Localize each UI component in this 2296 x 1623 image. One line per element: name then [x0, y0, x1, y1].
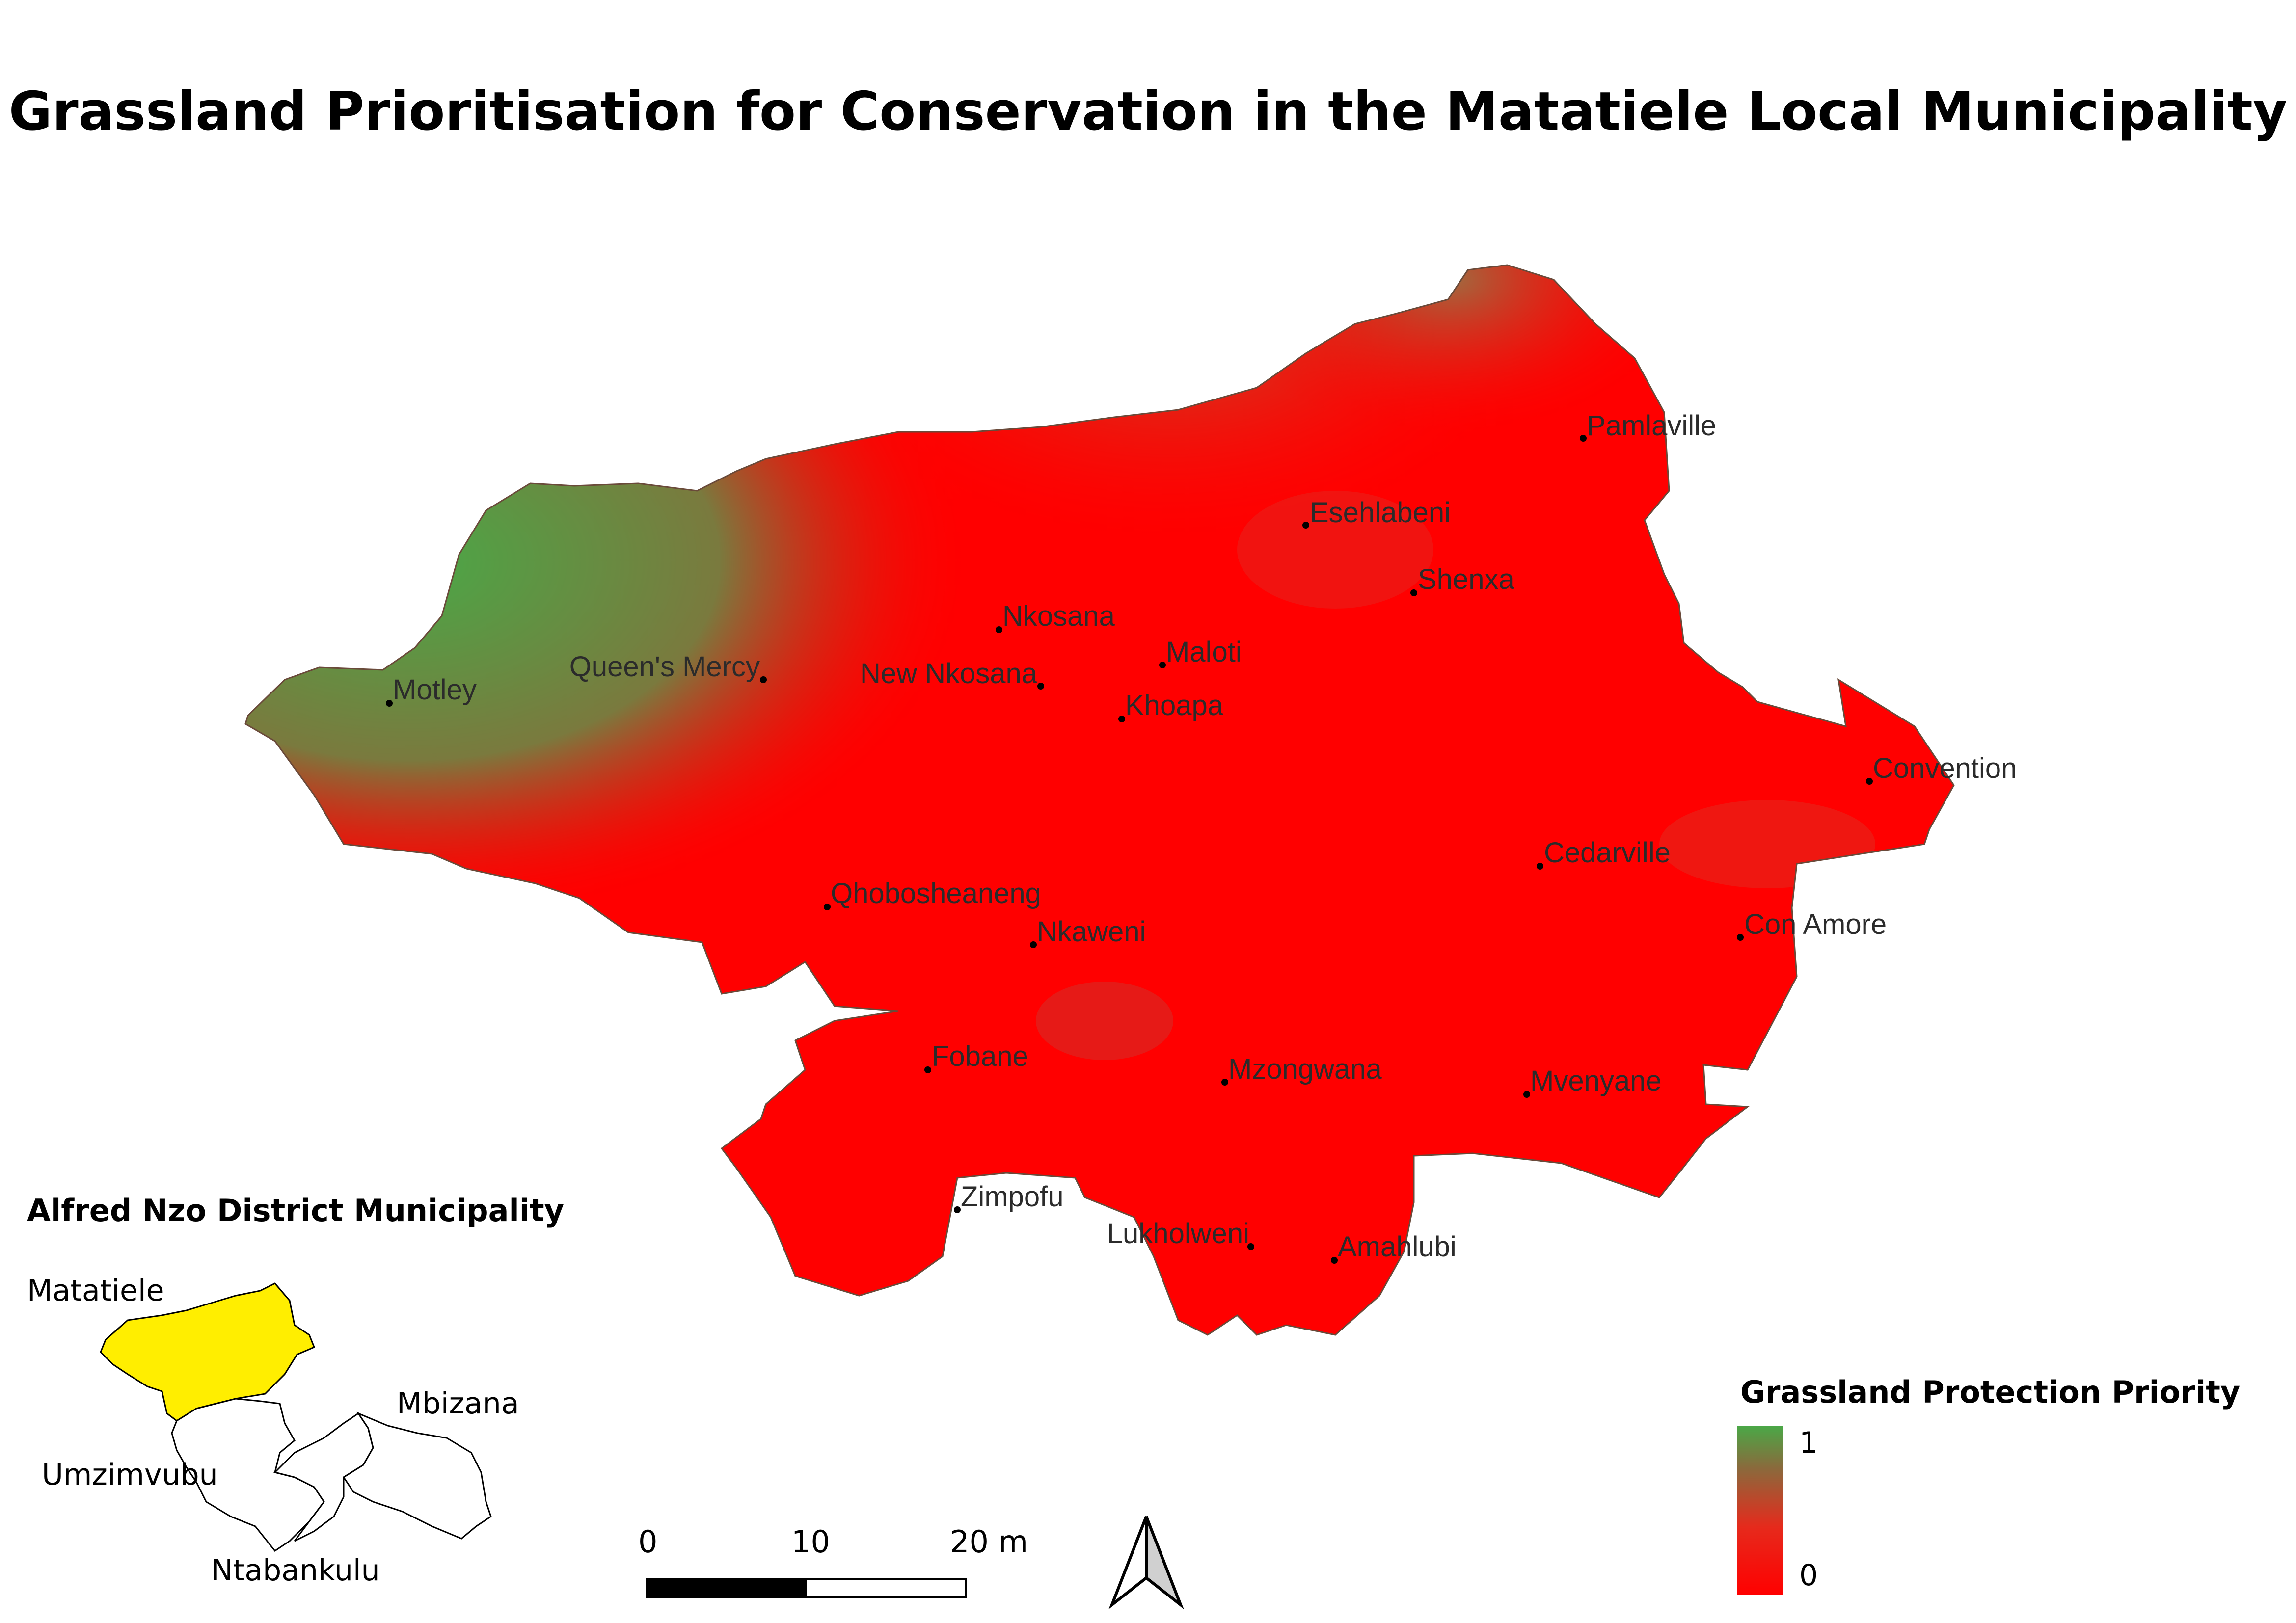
place-fobane[interactable]: Fobane: [924, 1040, 1028, 1073]
place-marker-icon: [996, 626, 1002, 633]
place-shenxa[interactable]: Shenxa: [1410, 563, 1514, 596]
place-khoapa[interactable]: Khoapa: [1118, 690, 1224, 722]
place-marker-icon: [1221, 1079, 1228, 1086]
place-nkosana[interactable]: Nkosana: [996, 600, 1115, 633]
place-label: Cedarville: [1544, 837, 1671, 869]
place-label: Mvenyane: [1530, 1065, 1662, 1097]
inset-matatiele-region: [100, 1282, 315, 1422]
place-marker-icon: [1331, 1257, 1338, 1264]
scale-bar-segment-white: [806, 1580, 965, 1596]
place-marker-icon: [924, 1066, 931, 1073]
place-label: Mzongwana: [1228, 1053, 1382, 1085]
scale-label-10: 10: [791, 1524, 830, 1560]
place-cedarville[interactable]: Cedarville: [1537, 837, 1671, 870]
place-label: Convention: [1873, 752, 2017, 784]
inset-label-matatiele: Matatiele: [27, 1274, 164, 1308]
place-label: Shenxa: [1418, 563, 1514, 595]
place-qhobosheaneng[interactable]: Qhobosheaneng: [824, 878, 1041, 910]
place-marker-icon: [824, 904, 831, 910]
place-marker-icon: [1866, 778, 1873, 785]
place-label: Con Amore: [1744, 908, 1887, 940]
place-label: Nkaweni: [1037, 916, 1146, 948]
place-nkaweni[interactable]: Nkaweni: [1030, 916, 1146, 948]
place-marker-icon: [760, 676, 767, 683]
legend-min-label: 0: [1799, 1558, 1818, 1593]
inset-mbizana-region: [342, 1411, 492, 1540]
place-marker-icon: [1159, 662, 1166, 668]
place-marker-icon: [954, 1206, 961, 1213]
scale-bar-segment-black: [648, 1580, 807, 1596]
inset-map: Matatiele Mbizana Umzimvubu Ntabankulu: [27, 1274, 519, 1588]
legend-color-ramp: [1737, 1426, 1783, 1595]
scale-bar: [646, 1578, 967, 1598]
place-marker-icon: [1247, 1243, 1254, 1250]
place-marker-icon: [1037, 683, 1044, 690]
place-zimpofu[interactable]: Zimpofu: [954, 1181, 1064, 1213]
place-label: New Nkosana: [860, 658, 1038, 690]
place-label: Queen's Mercy: [569, 651, 760, 683]
place-label: Pamlaville: [1587, 410, 1716, 442]
place-marker-icon: [1537, 863, 1543, 870]
place-label: Qhobosheaneng: [831, 878, 1041, 909]
place-pamlaville[interactable]: Pamlaville: [1580, 410, 1716, 442]
scale-label-20: 20 m: [950, 1524, 1028, 1560]
place-label: Motley: [393, 674, 477, 706]
place-esehlabeni[interactable]: Esehlabeni: [1302, 497, 1451, 529]
place-motley[interactable]: Motley: [386, 674, 477, 707]
place-lukholweni[interactable]: Lukholweni: [1107, 1218, 1254, 1250]
legend-title: Grassland Protection Priority: [1740, 1374, 2241, 1410]
place-queen-s-mercy[interactable]: Queen's Mercy: [569, 651, 767, 683]
place-marker-icon: [1523, 1091, 1530, 1098]
place-label: Zimpofu: [961, 1181, 1064, 1213]
place-marker-icon: [1302, 522, 1309, 529]
inset-label-ntabankulu: Ntabankulu: [211, 1553, 380, 1588]
place-maloti[interactable]: Maloti: [1159, 636, 1242, 668]
place-convention[interactable]: Convention: [1866, 752, 2017, 785]
place-label: Amahlubi: [1338, 1231, 1457, 1263]
place-marker-icon: [1580, 435, 1587, 442]
places-layer: Pamlaville Esehlabeni Shenxa Nkosana Maloti Q…: [386, 410, 2017, 1264]
place-mvenyane[interactable]: Mvenyane: [1523, 1065, 1662, 1098]
place-marker-icon: [386, 700, 393, 707]
place-label: Esehlabeni: [1310, 497, 1451, 529]
place-amahlubi[interactable]: Amahlubi: [1331, 1231, 1457, 1264]
place-marker-icon: [1737, 934, 1744, 941]
place-label: Maloti: [1166, 636, 1242, 668]
inset-label-umzimvubu: Umzimvubu: [42, 1458, 218, 1492]
legend-max-label: 1: [1799, 1426, 1818, 1460]
map-title: Grassland Prioritisation for Conservatio…: [8, 81, 2288, 142]
place-label: Khoapa: [1125, 690, 1224, 721]
place-label: Fobane: [932, 1040, 1028, 1072]
place-mzongwana[interactable]: Mzongwana: [1221, 1053, 1382, 1086]
place-con-amore[interactable]: Con Amore: [1737, 908, 1887, 941]
scale-label-0: 0: [638, 1524, 658, 1560]
place-label: Lukholweni: [1107, 1218, 1249, 1250]
place-marker-icon: [1410, 589, 1417, 596]
place-new-nkosana[interactable]: New Nkosana: [860, 658, 1044, 690]
place-marker-icon: [1118, 716, 1125, 722]
inset-ntabankulu-region: [273, 1412, 374, 1542]
place-marker-icon: [1030, 941, 1037, 948]
inset-title: Alfred Nzo District Municipality: [27, 1193, 565, 1228]
north-arrow-icon: [1108, 1516, 1184, 1610]
inset-label-mbizana: Mbizana: [397, 1386, 519, 1421]
place-label: Nkosana: [1002, 600, 1115, 632]
